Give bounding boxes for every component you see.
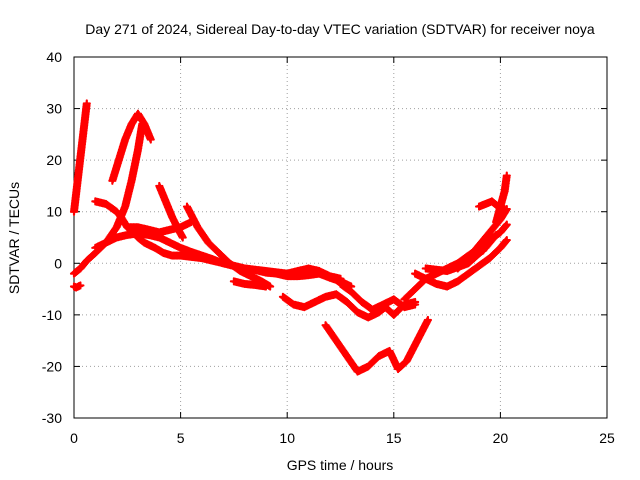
y-axis-label: SDTVAR / TECUs [6,182,22,294]
series-markers [182,202,275,291]
x-tick-label: 0 [70,430,78,446]
series-markers [411,235,511,291]
grid-lines [74,57,607,418]
series-markers [69,99,91,216]
series-arc1 [69,99,91,216]
series-arc9 [182,202,275,291]
y-tick-label: -10 [42,307,62,323]
series-arc10 [229,277,270,291]
series-arc11 [278,290,420,322]
series-arc19 [492,171,511,227]
series-arc15 [411,235,511,291]
series-markers [91,197,345,283]
x-tick-label: 10 [279,430,295,446]
series-arc7 [155,181,187,242]
y-tick-label: 20 [46,152,62,168]
series-markers [336,279,420,314]
y-tick-label: -30 [42,410,62,426]
x-tick-label: 20 [493,430,509,446]
x-tick-label: 25 [599,430,615,446]
series-markers [278,290,420,322]
y-tick-label: -20 [42,358,62,374]
series-markers [155,181,187,242]
series-arc6 [91,197,345,283]
series-markers [229,277,270,291]
x-tick-label: 15 [386,430,402,446]
data-series [69,99,511,376]
series-arc20 [464,246,488,263]
y-tick-label: 0 [54,255,62,271]
series-markers [69,281,85,292]
chart-title: Day 271 of 2024, Sidereal Day-to-day VTE… [85,21,595,37]
plot-frame [73,56,608,419]
series-markers [321,315,433,376]
x-tick-label: 5 [177,430,185,446]
x-axis-label: GPS time / hours [287,457,394,473]
series-arc2 [69,281,85,292]
series-markers [464,246,488,263]
series-markers [492,171,511,227]
series-arc12 [321,315,433,376]
series-markers [108,109,155,185]
axis-ticks [73,56,608,419]
series-arc8 [108,109,155,185]
y-tick-label: 10 [46,204,62,220]
tick-labels: 0 5 10 15 20 25 -30 -20 -10 0 10 20 30 40 [42,49,615,446]
y-tick-label: 30 [46,101,62,117]
y-tick-label: 40 [46,49,62,65]
series-arc13 [336,279,420,314]
